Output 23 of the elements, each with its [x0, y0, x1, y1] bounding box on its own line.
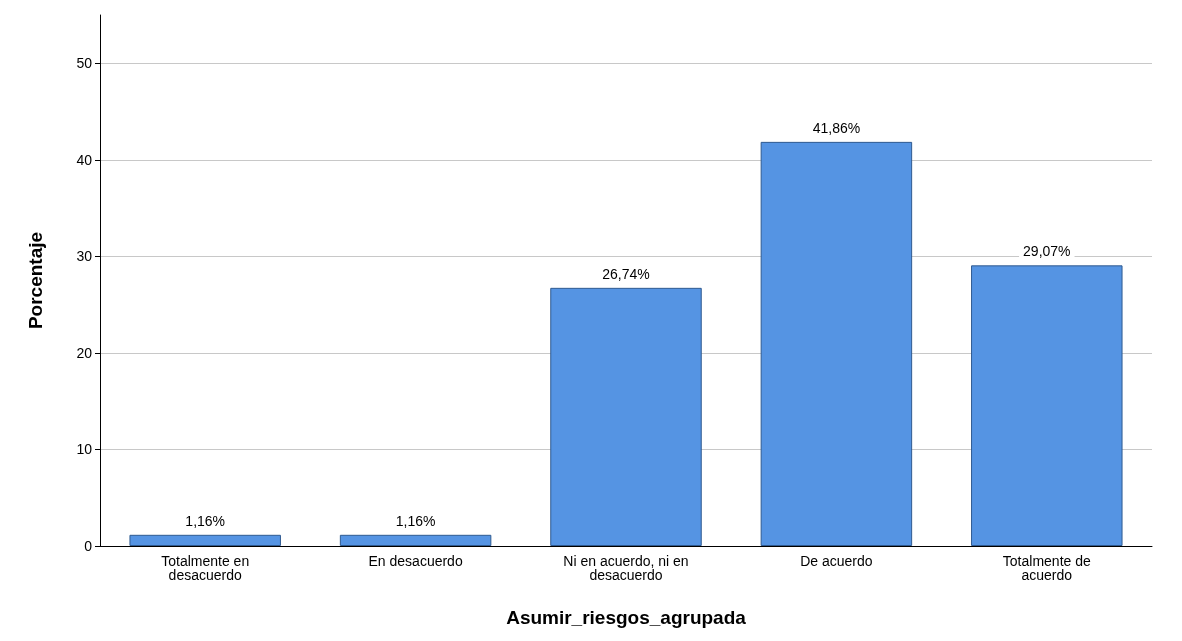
bar [129, 534, 281, 546]
y-tick-label: 30 [76, 248, 93, 265]
data-label: 26,74% [602, 265, 650, 282]
y-tick-label: 40 [76, 151, 93, 168]
data-label: 29,07% [1023, 243, 1071, 260]
bar [971, 265, 1123, 546]
bar [550, 287, 702, 546]
y-tick-label: 10 [76, 441, 93, 458]
x-tick-label: Totalmente de acuerdo [1002, 553, 1091, 583]
x-tick-label: Ni en acuerdo, ni en desacuerdo [563, 553, 689, 583]
data-label: 41,86% [812, 119, 861, 136]
y-tick-label: 50 [76, 55, 93, 72]
data-label: 1,16% [185, 512, 226, 529]
bar [760, 141, 913, 546]
x-tick-label: Totalmente en desacuerdo [161, 553, 250, 583]
x-tick-label: De acuerdo [800, 553, 873, 569]
x-tick-label: En desacuerdo [368, 553, 463, 569]
y-tick-label: 0 [84, 538, 93, 554]
bar [339, 534, 492, 546]
x-axis-title: Asumir_riesgos_agrupada [506, 607, 747, 628]
y-axis-title: Porcentaje [25, 231, 46, 330]
y-tick-label: 20 [76, 344, 93, 361]
data-label: 1,16% [395, 512, 436, 529]
